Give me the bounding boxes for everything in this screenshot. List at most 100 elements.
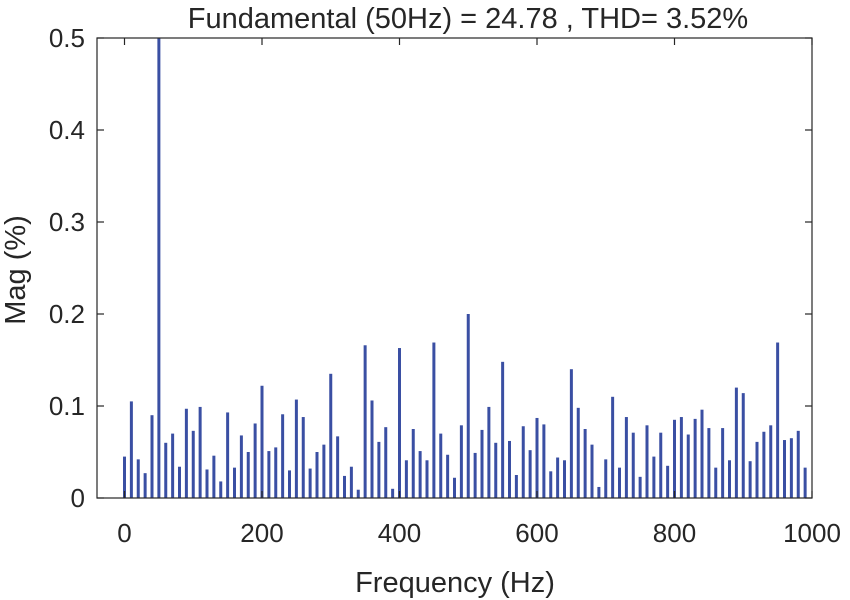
bar-920hz [755, 441, 759, 498]
bar-60hz [164, 442, 168, 498]
bar-890hz [734, 387, 738, 498]
bar-460hz [439, 433, 443, 498]
bar-730hz [624, 417, 628, 498]
bar-100hz [191, 430, 195, 498]
bar-760hz [645, 425, 649, 498]
bar-470hz [446, 454, 450, 498]
y-tick-label: 0.3 [49, 207, 85, 237]
bars-group [123, 38, 807, 498]
bar-180hz [246, 452, 250, 498]
bar-380hz [384, 427, 388, 498]
bar-440hz [425, 460, 429, 498]
bar-790hz [666, 465, 670, 498]
bar-580hz [521, 426, 525, 498]
bar-740hz [631, 432, 635, 498]
x-tick-label: 1000 [783, 518, 841, 548]
bar-880hz [728, 460, 731, 498]
bar-770hz [652, 456, 656, 498]
bar-340hz [356, 489, 360, 498]
bar-120hz [205, 469, 209, 498]
bar-220hz [274, 447, 278, 498]
y-axis: 0 0.1 0.2 0.3 0.4 0.5 [49, 23, 812, 513]
x-tick-label: 200 [240, 518, 283, 548]
bar-590hz [528, 450, 532, 498]
bar-560hz [508, 440, 511, 498]
chart-title: Fundamental (50Hz) = 24.78 , THD= 3.52% [188, 3, 748, 35]
bar-40hz [150, 415, 154, 498]
bar-680hz [590, 444, 594, 498]
bar-500hz [466, 314, 470, 498]
bar-320hz [343, 475, 346, 498]
bar-550hz [501, 361, 505, 498]
bar-570hz [514, 475, 518, 498]
bar-260hz [301, 417, 305, 498]
bar-450hz [432, 342, 436, 498]
bar-270hz [308, 468, 312, 498]
y-tick-label: 0.1 [49, 391, 85, 421]
bar-600hz [535, 417, 539, 498]
bar-310hz [336, 436, 340, 498]
x-tick-label: 800 [653, 518, 696, 548]
x-tick-label: 0 [117, 518, 131, 548]
x-axis-label: Frequency (Hz) [355, 567, 555, 599]
bar-200hz [260, 385, 264, 498]
bar-690hz [597, 486, 601, 498]
bar-650hz [569, 369, 573, 498]
x-tick-label: 400 [378, 518, 421, 548]
bar-840hz [700, 409, 704, 498]
bar-630hz [556, 457, 560, 498]
bar-110hz [198, 406, 202, 498]
y-tick-label: 0 [71, 483, 85, 513]
bar-870hz [721, 428, 725, 498]
bar-620hz [549, 471, 553, 498]
bar-150hz [226, 412, 230, 498]
plot-area-frame [96, 37, 813, 499]
bar-250hz [294, 399, 298, 498]
bar-780hz [659, 432, 663, 498]
bar-300hz [329, 373, 333, 498]
bar-20hz [136, 459, 140, 498]
bar-410hz [404, 460, 408, 498]
bar-230hz [281, 414, 285, 498]
bar-640hz [563, 460, 566, 498]
bar-160hz [233, 467, 236, 498]
bar-350hz [363, 345, 367, 498]
bar-90hz [184, 408, 188, 498]
bar-360hz [370, 400, 374, 498]
bar-510hz [473, 452, 477, 498]
bar-960hz [783, 440, 786, 498]
bar-170hz [239, 435, 243, 498]
bar-140hz [219, 481, 223, 498]
bar-950hz [776, 342, 780, 498]
bar-70hz [171, 433, 175, 498]
bar-190hz [253, 423, 257, 498]
bar-930hz [762, 431, 766, 498]
bar-420hz [411, 429, 415, 498]
bar-10hz [129, 401, 133, 498]
bar-430hz [418, 451, 422, 498]
x-tick-label: 600 [515, 518, 558, 548]
bar-50hz [157, 38, 161, 498]
bar-750hz [638, 476, 642, 498]
bar-610hz [542, 424, 546, 498]
bar-860hz [714, 467, 718, 498]
bar-810hz [679, 417, 683, 498]
bar-540hz [494, 442, 498, 498]
bar-970hz [789, 438, 793, 498]
bar-800hz [673, 419, 676, 498]
bar-80hz [178, 466, 181, 498]
bar-980hz [796, 430, 800, 498]
y-tick-label: 0.2 [49, 299, 85, 329]
bar-720hz [618, 467, 621, 498]
bar-530hz [487, 406, 491, 498]
y-tick-label: 0.4 [49, 115, 85, 145]
bar-280hz [315, 452, 319, 498]
bar-130hz [212, 455, 216, 498]
bar-850hz [707, 428, 711, 498]
bar-710hz [611, 396, 615, 498]
bar-940hz [769, 425, 773, 498]
x-axis: 0 200 400 600 800 1000 [117, 38, 841, 548]
bar-490hz [459, 425, 463, 498]
bar-670hz [583, 429, 587, 498]
